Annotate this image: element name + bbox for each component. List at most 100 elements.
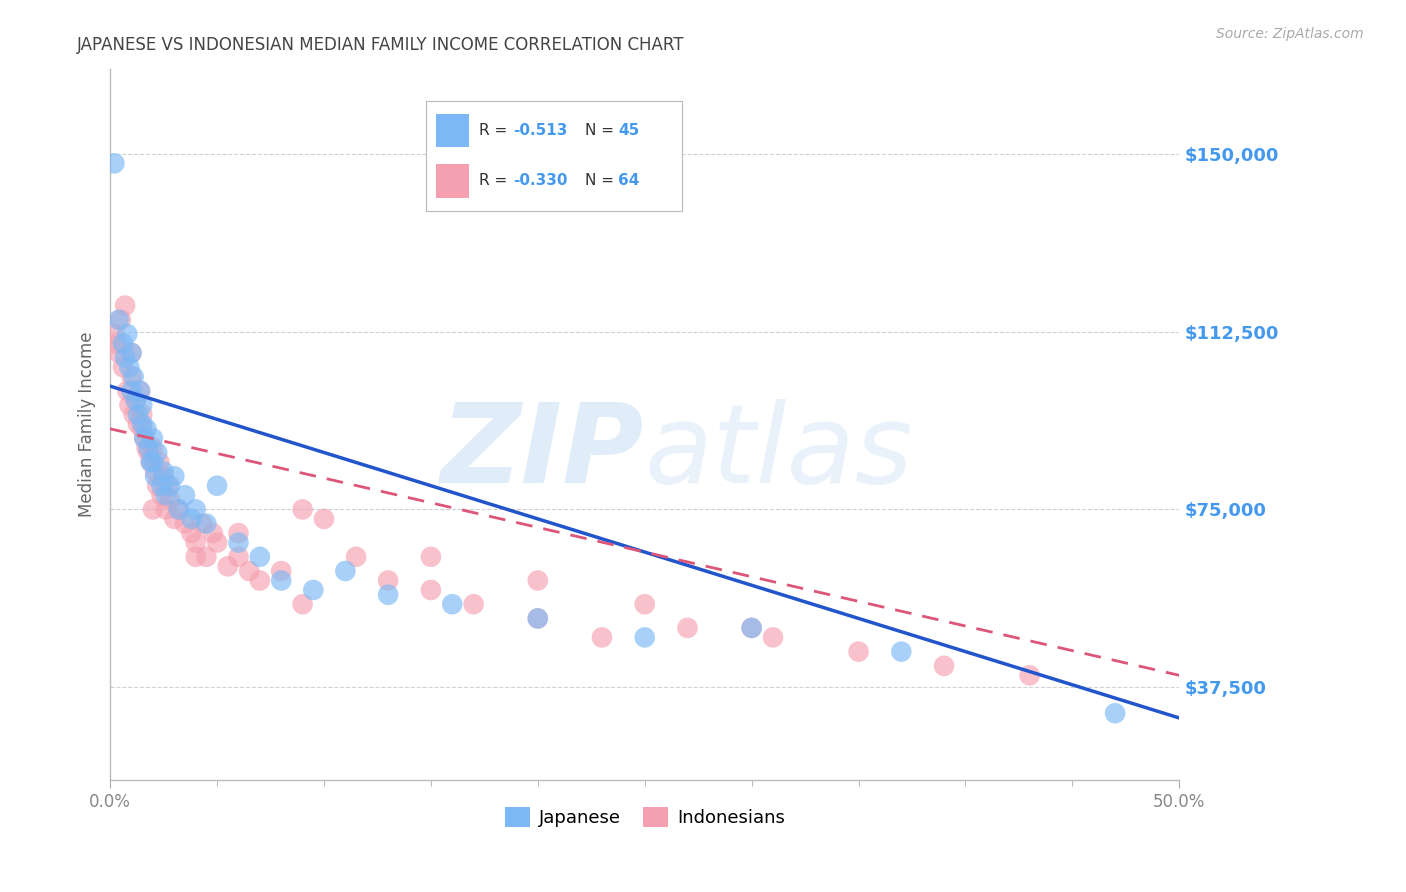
- Point: [249, 574, 271, 588]
- Point: [105, 336, 128, 351]
- Point: [312, 512, 335, 526]
- Point: [107, 312, 129, 326]
- Legend: Japanese, Indonesians: Japanese, Indonesians: [498, 799, 792, 835]
- Point: [121, 346, 143, 360]
- Text: atlas: atlas: [645, 399, 914, 506]
- Point: [762, 631, 785, 645]
- Point: [129, 384, 152, 398]
- Point: [129, 384, 152, 398]
- Point: [127, 417, 149, 431]
- Point: [634, 631, 657, 645]
- Point: [127, 408, 149, 422]
- Point: [527, 574, 550, 588]
- Point: [142, 431, 165, 445]
- Text: Source: ZipAtlas.com: Source: ZipAtlas.com: [1216, 27, 1364, 41]
- Point: [249, 549, 271, 564]
- Point: [143, 469, 166, 483]
- Point: [121, 384, 143, 398]
- Point: [195, 549, 218, 564]
- Point: [118, 398, 141, 412]
- Point: [205, 535, 228, 549]
- Point: [184, 502, 207, 516]
- Point: [741, 621, 763, 635]
- Point: [159, 479, 181, 493]
- Point: [195, 516, 218, 531]
- Point: [591, 631, 613, 645]
- Point: [167, 502, 190, 516]
- Point: [191, 516, 214, 531]
- Point: [205, 479, 228, 493]
- Point: [155, 502, 177, 516]
- Point: [131, 398, 153, 412]
- Point: [134, 431, 156, 445]
- Point: [131, 408, 153, 422]
- Point: [152, 465, 174, 479]
- Point: [134, 431, 156, 445]
- Y-axis label: Median Family Income: Median Family Income: [79, 331, 96, 516]
- Point: [228, 549, 250, 564]
- Point: [143, 465, 166, 479]
- Point: [201, 526, 224, 541]
- Point: [111, 336, 134, 351]
- Point: [741, 621, 763, 635]
- Point: [1104, 706, 1126, 721]
- Point: [131, 422, 153, 436]
- Point: [302, 582, 325, 597]
- Point: [270, 574, 292, 588]
- Point: [932, 658, 955, 673]
- Point: [527, 611, 550, 625]
- Point: [890, 645, 912, 659]
- Point: [125, 393, 148, 408]
- Point: [163, 469, 186, 483]
- Point: [114, 351, 136, 365]
- Point: [419, 549, 441, 564]
- Point: [121, 346, 143, 360]
- Point: [103, 156, 125, 170]
- Point: [121, 369, 143, 384]
- Point: [146, 479, 169, 493]
- Point: [131, 417, 153, 431]
- Point: [125, 393, 148, 408]
- Point: [419, 582, 441, 597]
- Point: [335, 564, 357, 578]
- Point: [634, 597, 657, 611]
- Point: [217, 559, 239, 574]
- Point: [228, 535, 250, 549]
- Point: [184, 535, 207, 549]
- Point: [138, 441, 160, 455]
- Point: [676, 621, 699, 635]
- Point: [142, 455, 165, 469]
- Point: [122, 369, 145, 384]
- Point: [142, 441, 165, 455]
- Point: [117, 326, 139, 341]
- Point: [107, 346, 129, 360]
- Point: [344, 549, 367, 564]
- Point: [138, 445, 160, 459]
- Point: [139, 455, 162, 469]
- Point: [163, 512, 186, 526]
- Point: [527, 611, 550, 625]
- Point: [441, 597, 464, 611]
- Point: [139, 455, 162, 469]
- Text: JAPANESE VS INDONESIAN MEDIAN FAMILY INCOME CORRELATION CHART: JAPANESE VS INDONESIAN MEDIAN FAMILY INC…: [77, 36, 685, 54]
- Point: [228, 526, 250, 541]
- Point: [270, 564, 292, 578]
- Point: [150, 479, 173, 493]
- Point: [110, 312, 132, 326]
- Point: [291, 597, 314, 611]
- Point: [117, 384, 139, 398]
- Point: [291, 502, 314, 516]
- Point: [155, 488, 177, 502]
- Text: ZIP: ZIP: [441, 399, 645, 506]
- Point: [135, 422, 157, 436]
- Point: [146, 445, 169, 459]
- Point: [180, 526, 202, 541]
- Point: [180, 512, 202, 526]
- Point: [238, 564, 260, 578]
- Point: [1018, 668, 1040, 682]
- Point: [167, 502, 190, 516]
- Point: [152, 469, 174, 483]
- Point: [184, 549, 207, 564]
- Point: [150, 488, 173, 502]
- Point: [111, 360, 134, 375]
